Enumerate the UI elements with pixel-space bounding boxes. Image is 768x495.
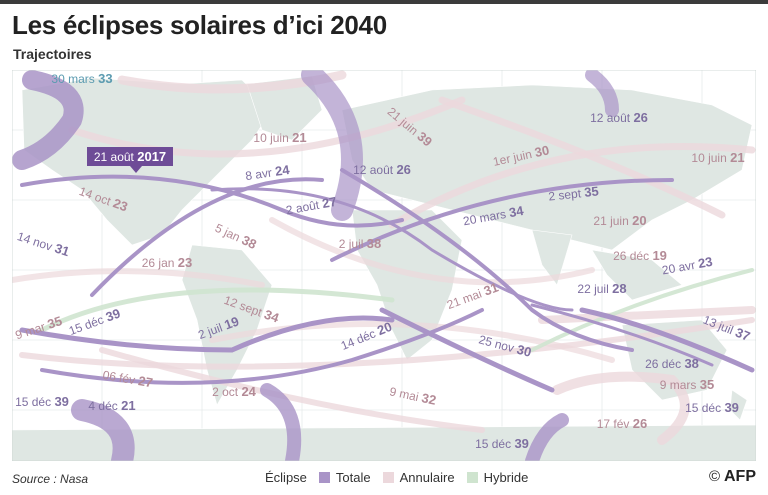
eclipse-label: 8 avr 24 <box>244 162 291 183</box>
india <box>531 229 573 286</box>
greenland <box>246 75 323 141</box>
path-totale <box>12 70 84 170</box>
eclipse-paths <box>12 70 756 461</box>
eclipse-label: 9 mars 35 <box>660 377 715 392</box>
eclipse-label: 15 déc 39 <box>685 400 739 415</box>
eclipse-label: 2 juil 38 <box>339 236 382 251</box>
eurasia <box>341 84 753 251</box>
path-totale <box>525 413 569 461</box>
path-hybride <box>39 287 395 333</box>
southeast-asia <box>591 249 683 301</box>
path-totale <box>210 187 574 312</box>
new-zealand <box>729 389 748 421</box>
highlight-2017 <box>87 147 173 173</box>
eclipse-label: 17 fév 26 <box>597 416 648 431</box>
source-note: Source : Nasa <box>12 472 89 486</box>
path-totale <box>71 399 135 461</box>
eclipse-label: 22 juil 28 <box>577 281 626 296</box>
legend-swatch-annulaire <box>382 472 394 483</box>
legend-swatch-totale <box>318 472 330 483</box>
path-totale <box>530 303 714 367</box>
path-annulaire <box>19 317 755 370</box>
footer: Source : Nasa Éclipse Totale Annulaire H… <box>0 466 768 495</box>
eclipse-label: 06 fév 27 <box>102 367 154 391</box>
eclipse-label: 20 avr 23 <box>661 254 714 278</box>
eclipse-label: 26 déc 38 <box>645 356 699 371</box>
africa <box>351 209 463 361</box>
page-subtitle: Trajectoires <box>13 46 92 62</box>
afp-credit: © AFP <box>709 468 756 486</box>
path-totale <box>20 174 404 228</box>
eclipse-label: 4 déc 21 <box>88 398 135 413</box>
world-map: 30 mars 33 10 juin 21 21 juin 39 12 août… <box>12 70 756 461</box>
legend-item-totale: Totale <box>335 470 371 485</box>
path-annulaire <box>438 96 726 219</box>
path-annulaire <box>99 347 485 433</box>
eclipse-label: 2 oct 24 <box>212 384 257 399</box>
eclipse-label: 21 juin 20 <box>593 213 646 228</box>
path-totale <box>40 308 484 385</box>
path-totale <box>330 178 674 262</box>
eclipse-label: 2 sept 35 <box>548 183 600 203</box>
afp-logo: AFP <box>724 468 756 485</box>
path-totale <box>379 307 555 393</box>
path-annulaire <box>12 268 265 288</box>
eclipse-label: 10 juin 21 <box>253 130 306 145</box>
path-annulaire <box>552 371 690 445</box>
path-totale <box>260 383 302 461</box>
antarctica <box>12 424 756 461</box>
eclipse-label: 30 mars 33 <box>51 71 112 86</box>
legend-title: Éclipse <box>265 470 307 485</box>
eclipse-label-highlight: 21 août 2017 <box>94 149 166 164</box>
path-annulaire <box>68 96 466 158</box>
legend-item-hybride: Hybride <box>483 470 529 485</box>
path-hybride <box>530 268 754 352</box>
path-totale <box>585 70 619 117</box>
path-totale <box>579 307 755 373</box>
eclipse-label: 2 août 27 <box>285 194 338 218</box>
eclipse-label: 15 déc 39 <box>475 436 529 451</box>
eclipse-label: 15 déc 39 <box>15 394 69 409</box>
legend-item-annulaire: Annulaire <box>399 470 455 485</box>
path-totale <box>90 177 324 297</box>
eclipse-label: 9 mai 32 <box>388 383 437 407</box>
eclipse-label: 12 août 26 <box>353 162 411 177</box>
path-totale <box>19 315 395 353</box>
path-totale <box>301 70 363 221</box>
eclipse-label: 26 déc 19 <box>613 248 667 263</box>
page-title: Les éclipses solaires d’ici 2040 <box>12 10 387 40</box>
legend-swatch-hybride <box>466 472 478 483</box>
path-annulaire <box>269 217 595 286</box>
legend: Éclipse Totale Annulaire Hybride <box>265 470 528 485</box>
path-annulaire <box>388 143 756 229</box>
eclipse-label: 26 jan 23 <box>142 255 193 270</box>
eclipse-label: 12 août 26 <box>590 110 648 125</box>
copyright-symbol: © <box>708 468 720 485</box>
eclipse-label: 10 juin 21 <box>691 150 744 165</box>
top-rule <box>0 0 768 4</box>
